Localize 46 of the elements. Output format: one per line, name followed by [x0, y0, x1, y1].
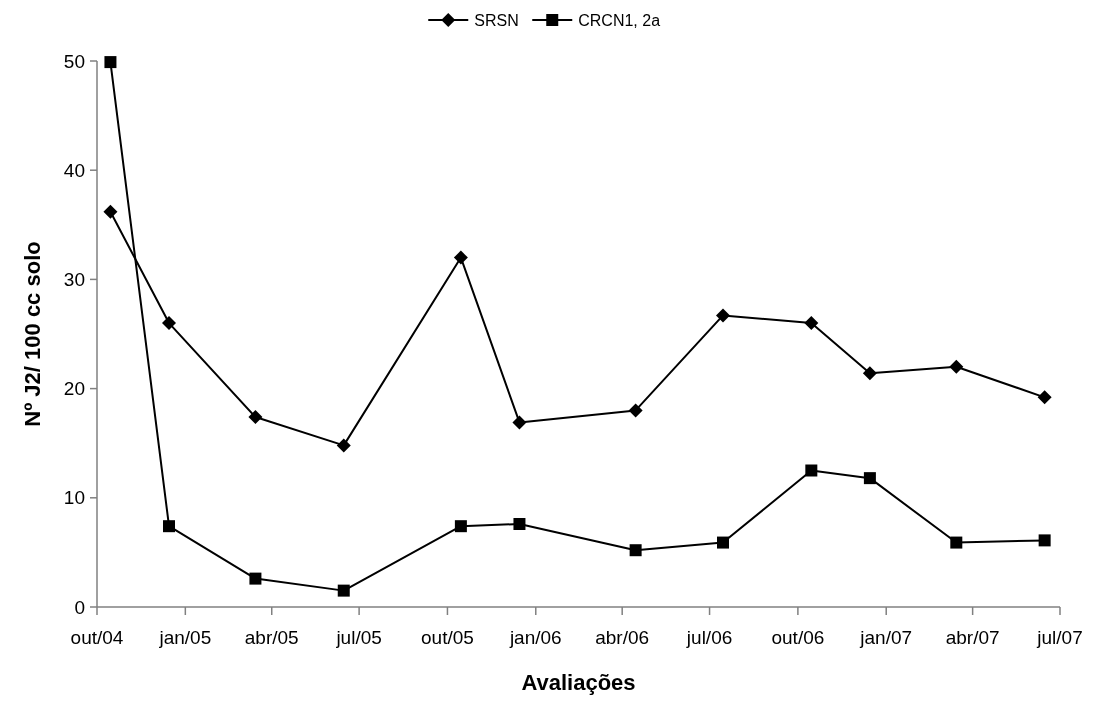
point — [454, 520, 467, 533]
point — [716, 308, 730, 323]
point — [1037, 390, 1052, 405]
point — [248, 409, 263, 424]
x-tick-label: out/04 — [70, 627, 124, 648]
x-tick-label: abr/05 — [244, 627, 299, 648]
x-axis-title: Avaliações — [521, 670, 636, 695]
x-tick-label: jul/05 — [335, 627, 382, 648]
point — [104, 56, 117, 69]
y-tick-label: 10 — [63, 487, 85, 509]
point — [453, 250, 468, 265]
y-axis-title: Nº J2/ 100 cc solo — [20, 241, 45, 427]
x-tick-label: jan/06 — [508, 627, 562, 648]
legend-label: SRSN — [474, 11, 519, 29]
point — [862, 366, 877, 381]
y-tick-label: 40 — [63, 159, 85, 181]
x-tick-label: out/06 — [771, 627, 825, 648]
point — [805, 464, 818, 477]
x-tick-label: jul/07 — [1036, 627, 1083, 648]
point — [336, 438, 351, 453]
point — [863, 472, 876, 485]
point — [950, 536, 963, 549]
point — [629, 544, 642, 557]
y-tick-label: 30 — [63, 269, 85, 291]
y-tick-label: 20 — [63, 378, 85, 400]
point — [513, 518, 526, 531]
point — [628, 403, 643, 418]
x-tick-label: jan/07 — [859, 627, 913, 648]
y-tick-label: 0 — [74, 596, 85, 618]
x-tick-label: out/05 — [421, 627, 474, 648]
x-tick-label: abr/07 — [945, 627, 1000, 648]
y-tick-label: 50 — [63, 50, 85, 72]
legend-label: CRCN1, 2a — [578, 11, 661, 29]
x-tick-label: jul/06 — [685, 627, 733, 648]
point — [1038, 534, 1051, 547]
x-tick-label: jan/05 — [158, 627, 212, 648]
point — [717, 536, 729, 549]
point — [804, 316, 819, 331]
point — [949, 359, 964, 374]
point — [512, 415, 527, 430]
point — [162, 316, 177, 331]
point — [249, 572, 262, 585]
x-tick-label: abr/06 — [595, 627, 650, 648]
point — [103, 204, 118, 219]
point — [163, 520, 176, 533]
point — [337, 584, 350, 597]
